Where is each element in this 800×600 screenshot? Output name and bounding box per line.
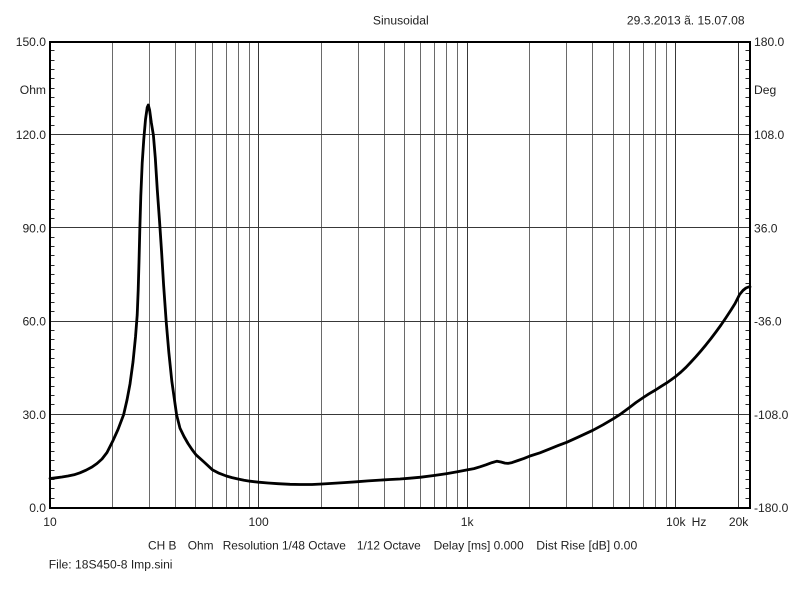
svg-text:-36.0: -36.0 [754,315,782,329]
svg-text:Hz: Hz [692,515,707,529]
svg-text:180.0: 180.0 [754,35,785,49]
svg-text:36.0: 36.0 [754,221,778,235]
svg-text:10k: 10k [666,515,686,529]
svg-text:File: 18S450-8 Imp.sini: File: 18S450-8 Imp.sini [49,558,173,572]
svg-text:Delay [ms] 0.000: Delay [ms] 0.000 [434,538,524,552]
svg-text:Ohm: Ohm [188,538,214,552]
svg-text:-108.0: -108.0 [754,408,789,422]
svg-text:120.0: 120.0 [16,128,47,142]
svg-text:1k: 1k [461,515,475,529]
svg-text:Resolution 1/48 Octave: Resolution 1/48 Octave [223,538,347,552]
svg-text:10: 10 [43,515,57,529]
svg-text:150.0: 150.0 [16,35,47,49]
svg-text:CH B: CH B [148,538,176,552]
svg-text:Sinusoidal: Sinusoidal [373,14,429,28]
svg-text:29.3.2013 ã. 15.07.08: 29.3.2013 ã. 15.07.08 [627,14,745,28]
svg-text:Dist Rise [dB] 0.00: Dist Rise [dB] 0.00 [536,538,637,552]
svg-text:108.0: 108.0 [754,128,785,142]
svg-text:90.0: 90.0 [22,221,46,235]
svg-text:20k: 20k [729,515,749,529]
svg-text:1/12 Octave: 1/12 Octave [357,538,421,552]
svg-text:Deg: Deg [754,83,776,97]
svg-text:30.0: 30.0 [22,408,46,422]
svg-text:Ohm: Ohm [20,83,46,97]
svg-text:0.0: 0.0 [29,501,46,515]
svg-text:-180.0: -180.0 [754,501,789,515]
svg-text:100: 100 [249,515,269,529]
svg-text:60.0: 60.0 [22,315,46,329]
